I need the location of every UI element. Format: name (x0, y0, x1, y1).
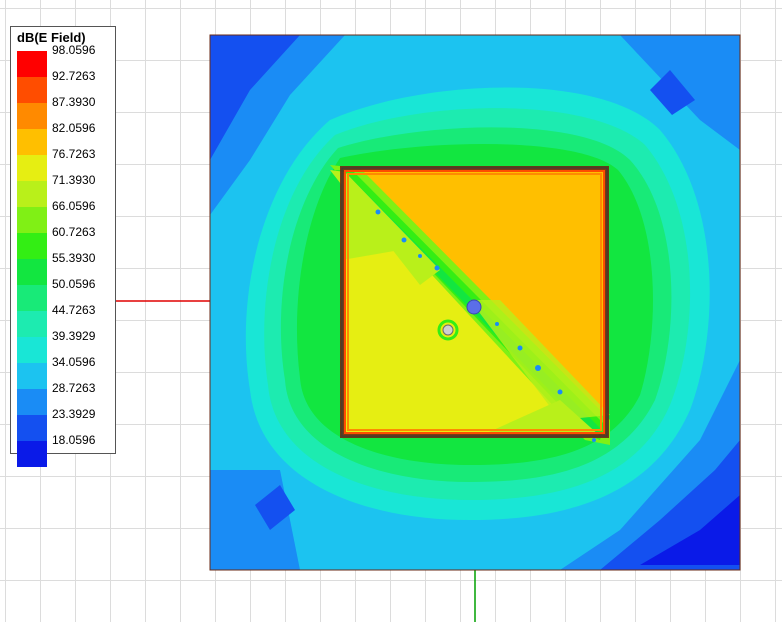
board-boundary (209, 34, 741, 571)
legend-level-label: 39.3929 (52, 329, 96, 343)
legend-title: dB(E Field) (17, 30, 86, 45)
legend-level-label: 44.7263 (52, 303, 96, 317)
legend-swatch (17, 103, 47, 129)
legend-level-label: 82.0596 (52, 121, 96, 135)
legend-swatch (17, 363, 47, 389)
legend-color-bar (17, 51, 47, 467)
feed-ring (437, 319, 459, 341)
legend-level-label: 18.0596 (52, 433, 96, 447)
legend-swatch (17, 285, 47, 311)
legend-swatch (17, 311, 47, 337)
legend-level-label: 34.0596 (52, 355, 96, 369)
legend-level-label: 98.0596 (52, 43, 96, 57)
legend-swatch (17, 155, 47, 181)
legend-level-label: 92.7263 (52, 69, 96, 83)
legend-level-label: 87.3930 (52, 95, 96, 109)
diamond-top-right (650, 70, 695, 115)
legend-swatch (17, 233, 47, 259)
diamond-bottom-left (255, 485, 295, 530)
legend-level-label: 23.3929 (52, 407, 96, 421)
feed-point[interactable] (442, 324, 454, 336)
legend-swatch (17, 181, 47, 207)
legend-swatch (17, 207, 47, 233)
patch-outline (341, 167, 608, 437)
legend-level-label: 76.7263 (52, 147, 96, 161)
legend-level-label: 55.3930 (52, 251, 96, 265)
legend-swatch (17, 337, 47, 363)
diagonal-spots (375, 209, 596, 442)
legend-level-label: 66.0596 (52, 199, 96, 213)
legend-swatch (17, 389, 47, 415)
legend-swatch (17, 415, 47, 441)
color-legend[interactable]: dB(E Field) 98.0596 92.7263 87.3930 82.0596… (10, 26, 116, 467)
legend-swatch (17, 51, 47, 77)
legend-level-label: 28.7263 (52, 381, 96, 395)
legend-level-label: 50.0596 (52, 277, 96, 291)
probe-pin[interactable] (466, 299, 482, 315)
legend-level-label: 71.3930 (52, 173, 96, 187)
legend-swatch (17, 259, 47, 285)
legend-level-label: 60.7263 (52, 225, 96, 239)
legend-swatch (17, 77, 47, 103)
legend-swatch (17, 441, 47, 467)
legend-swatch (17, 129, 47, 155)
